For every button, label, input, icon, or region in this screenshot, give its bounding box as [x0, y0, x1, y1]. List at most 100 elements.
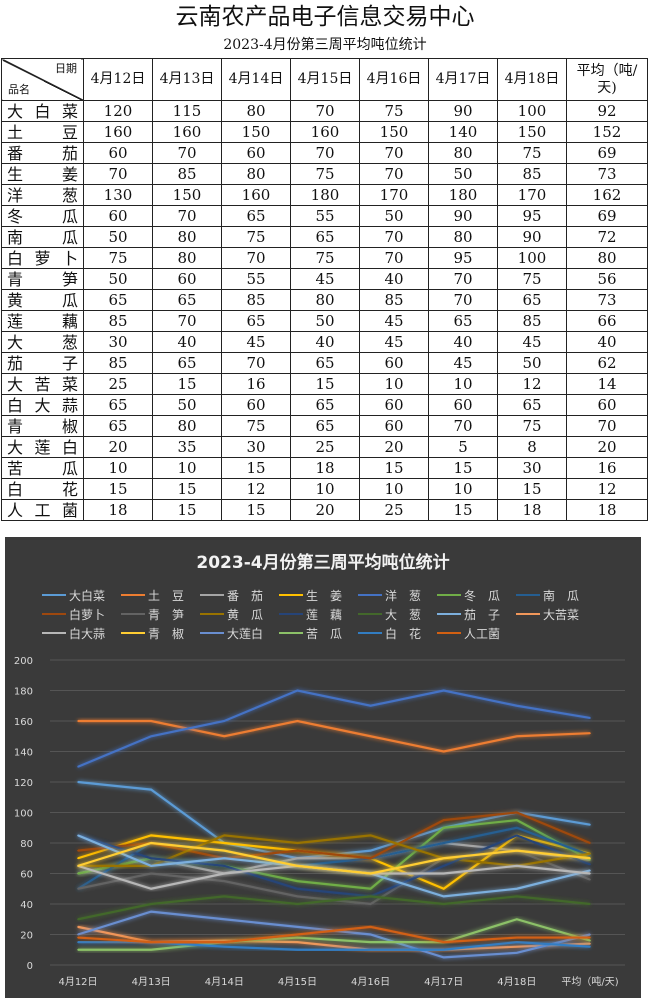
item-name: 大苦菜	[1, 373, 84, 395]
legend-label: 番 茄	[227, 589, 263, 603]
data-point	[296, 903, 299, 905]
legend-label: 白大蒜	[69, 626, 105, 641]
value-cell: 85	[359, 289, 429, 311]
data-point	[150, 887, 152, 890]
table-row: 冬 瓜 60 70 65 55 50 90 95 69	[1, 205, 648, 227]
value-cell: 75	[290, 163, 360, 185]
data-point	[442, 819, 445, 821]
legend-label: 人工菌	[464, 627, 500, 641]
value-cell: 170	[497, 184, 567, 206]
value-cell: 25	[290, 436, 360, 458]
data-point	[150, 948, 152, 951]
data-point	[589, 933, 591, 936]
item-name: 土 豆	[1, 121, 84, 143]
value-cell: 150	[152, 184, 222, 206]
value-cell: 70	[221, 247, 291, 269]
value-cell: 35	[152, 436, 222, 458]
value-cell: 90	[428, 205, 498, 227]
page-subtitle: 2023-4月份第三周平均吨位统计	[223, 37, 427, 53]
value-cell: 15	[221, 499, 291, 521]
data-point	[442, 895, 445, 898]
data-point	[442, 948, 445, 951]
data-point	[223, 872, 226, 875]
column-header: 4月16日	[359, 58, 429, 101]
data-point	[150, 788, 152, 791]
value-cell: 30	[497, 457, 567, 479]
table-header-row: 日期 品名 4月12日 4月13日 4月14日 4月15日 4月16日 4月17日 4月18…	[1, 58, 648, 101]
value-cell: 40	[290, 331, 360, 353]
value-cell: 65	[221, 310, 291, 332]
value-cell: 45	[497, 331, 567, 353]
value-cell: 80	[428, 142, 498, 164]
column-header: 4月13日	[152, 58, 222, 101]
value-cell: 85	[83, 310, 153, 332]
value-cell: 40	[428, 331, 498, 353]
table-row: 青 椒 65 80 75 65 60 70 75 70	[1, 415, 648, 437]
data-point	[77, 872, 79, 875]
value-cell: 92	[566, 100, 648, 122]
value-cell: 85	[497, 163, 567, 185]
value-cell: 80	[221, 100, 291, 122]
table-row: 黄 瓜 65 65 85 80 85 70 65 73	[1, 289, 648, 311]
data-point	[516, 704, 518, 707]
corner-cell: 日期 品名	[1, 58, 84, 101]
item-name: 人工菌	[1, 499, 84, 521]
legend-label: 冬 瓜	[464, 588, 500, 603]
value-cell: 75	[290, 247, 360, 269]
value-cell: 60	[428, 394, 498, 416]
stats-table: 日期 品名 4月12日 4月13日 4月14日 4月15日 4月16日 4月17日 4月18…	[1, 58, 648, 521]
data-point	[516, 865, 518, 867]
value-cell: 10	[152, 457, 222, 479]
series-line	[77, 811, 591, 860]
series-line	[77, 689, 591, 768]
item-name: 生 姜	[1, 163, 84, 185]
value-cell: 75	[221, 415, 291, 437]
legend-label: 茄 子	[464, 608, 500, 622]
table-row: 人工菌 18 15 15 20 25 15 18 18	[1, 499, 648, 521]
value-cell: 65	[290, 394, 360, 416]
value-cell: 150	[359, 121, 429, 143]
value-cell: 150	[497, 121, 567, 143]
value-cell: 70	[359, 163, 429, 185]
data-point	[150, 834, 152, 837]
value-cell: 85	[152, 163, 222, 185]
y-tick-label: 20	[20, 931, 33, 942]
value-cell: 56	[566, 268, 648, 290]
data-point	[442, 857, 445, 860]
data-point	[516, 936, 518, 939]
value-cell: 15	[359, 457, 429, 479]
value-cell: 18	[290, 457, 360, 479]
data-point	[369, 948, 372, 951]
item-name: 白大蒜	[1, 394, 84, 416]
data-point	[442, 865, 445, 867]
value-cell: 85	[497, 310, 567, 332]
value-cell: 65	[221, 205, 291, 227]
data-point	[296, 720, 299, 722]
y-tick-label: 140	[14, 748, 33, 759]
data-point	[589, 732, 591, 734]
legend-label: 青 椒	[148, 627, 184, 641]
value-cell: 10	[290, 478, 360, 500]
item-name: 冬 瓜	[1, 205, 84, 227]
data-point	[442, 956, 445, 959]
value-cell: 70	[428, 268, 498, 290]
data-point	[150, 903, 152, 905]
data-point	[296, 895, 299, 898]
series-line	[77, 834, 591, 898]
table-row: 白萝卜 75 80 70 75 70 95 100 80	[1, 247, 648, 269]
value-cell: 80	[221, 163, 291, 185]
value-cell: 16	[221, 373, 291, 395]
data-point	[516, 735, 518, 738]
data-point	[369, 887, 372, 890]
data-point	[516, 826, 518, 829]
y-tick-label: 60	[20, 870, 33, 881]
y-tick-label: 200	[14, 656, 33, 667]
data-point	[589, 842, 591, 844]
table-row: 土 豆 160 160 150 160 150 140 150 152	[1, 121, 648, 143]
data-point	[442, 872, 445, 875]
data-point	[369, 872, 372, 875]
data-point	[589, 823, 591, 826]
value-cell: 90	[497, 226, 567, 248]
data-point	[589, 872, 591, 875]
value-cell: 90	[428, 100, 498, 122]
